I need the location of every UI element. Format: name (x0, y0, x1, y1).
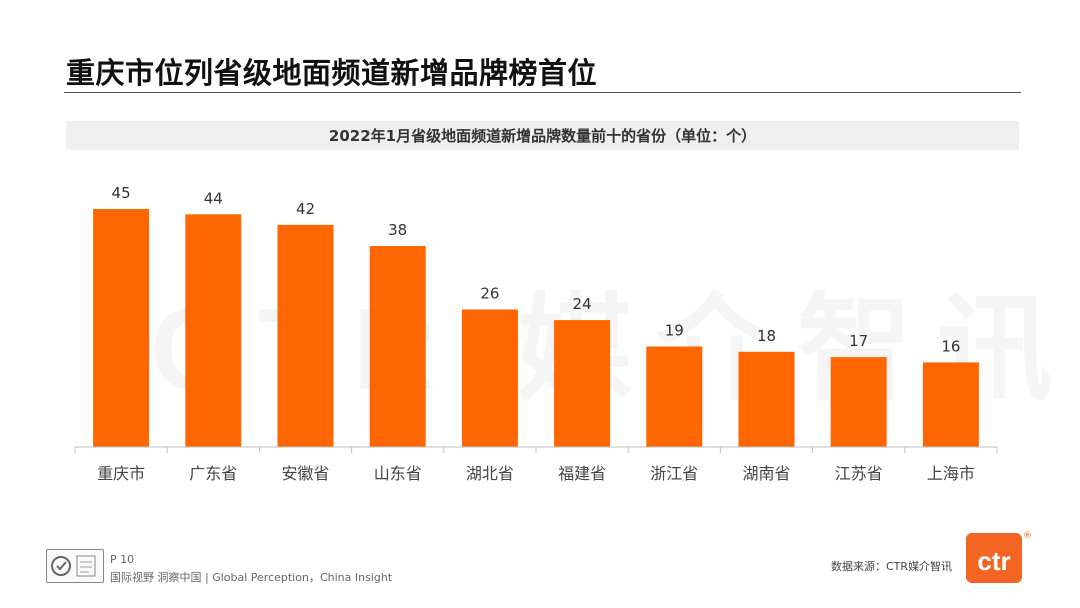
value-label-6: 24 (573, 295, 592, 313)
x-tick-label-5: 湖北省 (466, 464, 514, 483)
value-label-2: 44 (204, 189, 223, 207)
page-title: 重庆市位列省级地面频道新增品牌榜首位 (66, 56, 598, 90)
x-tick-label-3: 安徽省 (281, 464, 329, 483)
bar-10 (922, 362, 979, 447)
x-tick-label-2: 广东省 (189, 464, 237, 483)
bar-5 (461, 309, 518, 447)
value-labels-layer: 45 44 42 38 26 24 19 18 17 16 (112, 184, 961, 355)
x-tick-label-8: 湖南省 (742, 464, 790, 483)
value-label-1: 45 (112, 184, 131, 202)
value-label-10: 16 (941, 337, 960, 355)
page-number: P 10 (110, 553, 135, 566)
x-tick-label-10: 上海市 (927, 464, 975, 483)
x-axis (74, 446, 998, 453)
chart-title: 2022年1月省级地面频道新增品牌数量前十的省份（单位：个） (66, 121, 1019, 150)
x-tick-label-6: 福建省 (558, 464, 606, 483)
bar-6 (554, 320, 611, 447)
bar-8 (738, 351, 795, 447)
bars-layer (93, 209, 979, 447)
value-label-3: 42 (296, 200, 315, 218)
value-label-7: 19 (665, 322, 684, 340)
data-source: 数据来源：CTR媒介智讯 (830, 560, 952, 573)
bar-7 (646, 346, 703, 447)
value-label-4: 38 (388, 221, 407, 239)
value-label-9: 17 (849, 332, 868, 350)
value-label-8: 18 (757, 327, 776, 345)
bar-3 (277, 224, 334, 447)
ctr-logo-icon: ctr (966, 533, 1022, 583)
title-divider (64, 92, 1021, 93)
bar-1 (93, 209, 150, 447)
certification-badge-icon (46, 549, 104, 583)
registered-mark: ® (1023, 531, 1032, 541)
x-tick-label-1: 重庆市 (97, 464, 145, 483)
footer-slogan: 国际视野 洞察中国 | Global Perception，China Insi… (110, 571, 393, 584)
value-label-5: 26 (480, 285, 499, 303)
x-tick-labels: 重庆市 广东省 安徽省 山东省 湖北省 福建省 浙江省 湖南省 江苏省 上海市 (97, 464, 975, 483)
x-tick-label-9: 江苏省 (835, 464, 883, 483)
bar-4 (369, 246, 426, 447)
bar-9 (830, 357, 887, 447)
bar-2 (185, 214, 242, 447)
x-tick-label-4: 山东省 (374, 464, 422, 483)
x-tick-label-7: 浙江省 (650, 464, 698, 483)
